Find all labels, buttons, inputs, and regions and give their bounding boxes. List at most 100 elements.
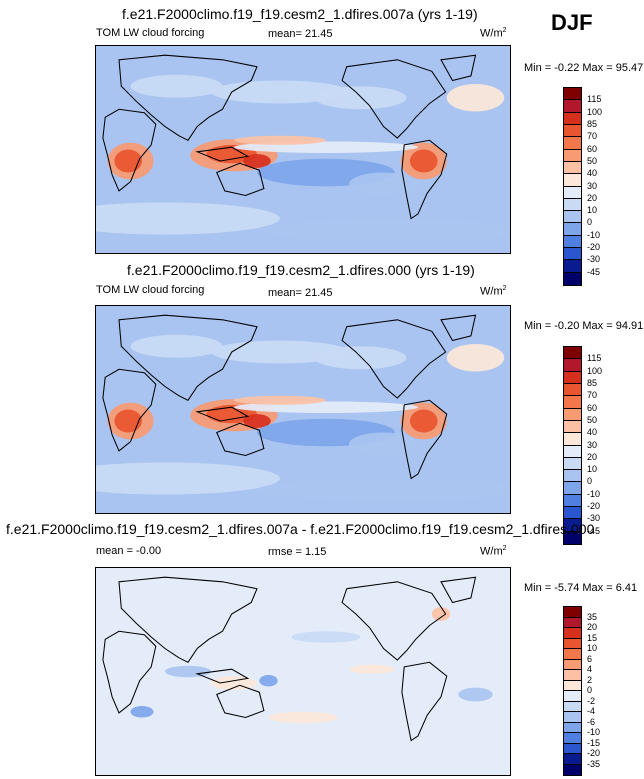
contour-region xyxy=(234,135,326,145)
coastline xyxy=(401,661,448,742)
colorbar-tick-label: -20 xyxy=(587,501,601,512)
colorbar-tick-label: 10 xyxy=(587,643,598,653)
colorbar-tick-label: -45 xyxy=(587,525,601,536)
coastline xyxy=(195,668,250,684)
colorbar-tick-label: 60 xyxy=(587,402,598,413)
coastline xyxy=(216,422,265,457)
colorbar-tick-label: -30 xyxy=(587,254,601,265)
colorbar-tick-label: 20 xyxy=(587,622,598,632)
colorbar-segment xyxy=(564,223,581,236)
colorbar-tick-label: 20 xyxy=(587,192,598,203)
coastline xyxy=(118,314,258,401)
panel1-variable-label: TOM LW cloud forcing xyxy=(96,27,205,39)
panel1-title: f.e21.F2000climo.f19_f19.cesm2_1.dfires.… xyxy=(122,6,478,22)
colorbar-segment xyxy=(564,712,581,723)
contour-region xyxy=(165,665,211,678)
colorbar-segment xyxy=(564,754,581,765)
map-field xyxy=(96,306,510,513)
coastline xyxy=(401,399,448,480)
colorbar-tick-label: -20 xyxy=(587,748,601,758)
colorbar-tick-label: 70 xyxy=(587,131,598,142)
contour-region xyxy=(291,631,361,643)
colorbar-segment xyxy=(564,124,581,138)
colorbar-segment xyxy=(564,433,581,446)
colorbar-tick-label: 50 xyxy=(587,155,598,166)
panel2-mean: mean= 21.45 xyxy=(268,287,333,299)
coastline xyxy=(440,314,477,342)
colorbar-tick-label: 6 xyxy=(587,653,593,664)
colorbar-tick-label: -2 xyxy=(587,695,596,706)
colorbar-tick-label: 85 xyxy=(587,118,598,129)
colorbar-tick-label: 15 xyxy=(587,632,598,643)
coastline xyxy=(440,54,477,82)
contour-region xyxy=(114,149,142,173)
colorbar-segment xyxy=(564,161,581,175)
colorbar-tick-label: 2 xyxy=(587,674,593,685)
contour-region xyxy=(96,202,280,235)
panel1-minmax: Min = -0.22 Max = 95.47 xyxy=(524,62,644,74)
contour-region xyxy=(257,218,510,242)
colorbar-segment xyxy=(564,359,581,372)
panel3-colorbar xyxy=(563,606,582,776)
colorbar-segment xyxy=(564,733,581,744)
contour-region xyxy=(130,334,223,358)
contour-region xyxy=(268,711,338,724)
colorbar-segment xyxy=(564,248,581,261)
colorbar-tick-label: -10 xyxy=(587,727,601,737)
contour-region xyxy=(409,149,438,173)
colorbar-segment xyxy=(564,482,581,495)
colorbar-tick-label: 85 xyxy=(587,377,598,388)
panel2-map xyxy=(95,305,511,514)
colorbar-segment xyxy=(564,519,581,532)
colorbar-segment xyxy=(564,112,581,125)
colorbar-segment xyxy=(564,383,581,397)
coastline xyxy=(341,581,447,661)
colorbar-segment xyxy=(564,408,581,421)
colorbar-segment xyxy=(564,701,581,712)
panel1-mean: mean= 21.45 xyxy=(268,28,333,40)
colorbar-tick-label: 20 xyxy=(587,451,598,462)
panel2-minmax: Min = -0.20 Max = 94.91 xyxy=(524,320,644,332)
colorbar-tick-label: 4 xyxy=(587,664,593,674)
panel3-units: W/m2 xyxy=(480,545,507,558)
panel1-map xyxy=(95,45,511,254)
colorbar-segment xyxy=(564,272,581,285)
colorbar-tick-label: 70 xyxy=(587,390,598,401)
colorbar-segment xyxy=(564,494,581,508)
coastline xyxy=(102,108,157,192)
colorbar-tick-label: -15 xyxy=(587,737,601,748)
colorbar-segment xyxy=(564,638,581,649)
contour-region xyxy=(314,86,407,110)
contour-region xyxy=(234,395,326,405)
colorbar-tick-label: -20 xyxy=(587,242,601,253)
coastline xyxy=(341,59,447,139)
colorbar-segment xyxy=(564,457,581,471)
colorbar-segment xyxy=(564,659,581,670)
colorbar-segment xyxy=(564,88,581,101)
colorbar-segment xyxy=(564,174,581,187)
panel3-mean: mean = -0.00 xyxy=(96,545,162,557)
contour-region xyxy=(243,154,271,168)
contour-region xyxy=(130,74,223,98)
colorbar-tick-label: -10 xyxy=(587,229,601,240)
season-label: DJF xyxy=(551,10,593,35)
coastline xyxy=(341,319,447,399)
colorbar-segment xyxy=(564,235,581,249)
contour-region xyxy=(243,414,271,428)
colorbar-segment xyxy=(564,680,581,691)
colorbar-segment xyxy=(564,198,581,212)
coastline xyxy=(118,54,258,141)
contour-region xyxy=(349,432,418,456)
panel3-minmax: Min = -5.74 Max = 6.41 xyxy=(524,582,638,594)
panel3-rmse: rmse = 1.15 xyxy=(268,546,327,558)
colorbar-tick-label: -6 xyxy=(587,716,596,727)
panel2-variable-label: TOM LW cloud forcing xyxy=(96,284,205,296)
colorbar-tick-label: 40 xyxy=(587,168,598,179)
coastline xyxy=(195,406,250,422)
colorbar-segment xyxy=(564,100,581,113)
coastline xyxy=(440,576,477,604)
colorbar-segment xyxy=(564,396,581,409)
coastline xyxy=(118,576,258,663)
colorbar-segment xyxy=(564,617,581,628)
colorbar-segment xyxy=(564,670,581,681)
